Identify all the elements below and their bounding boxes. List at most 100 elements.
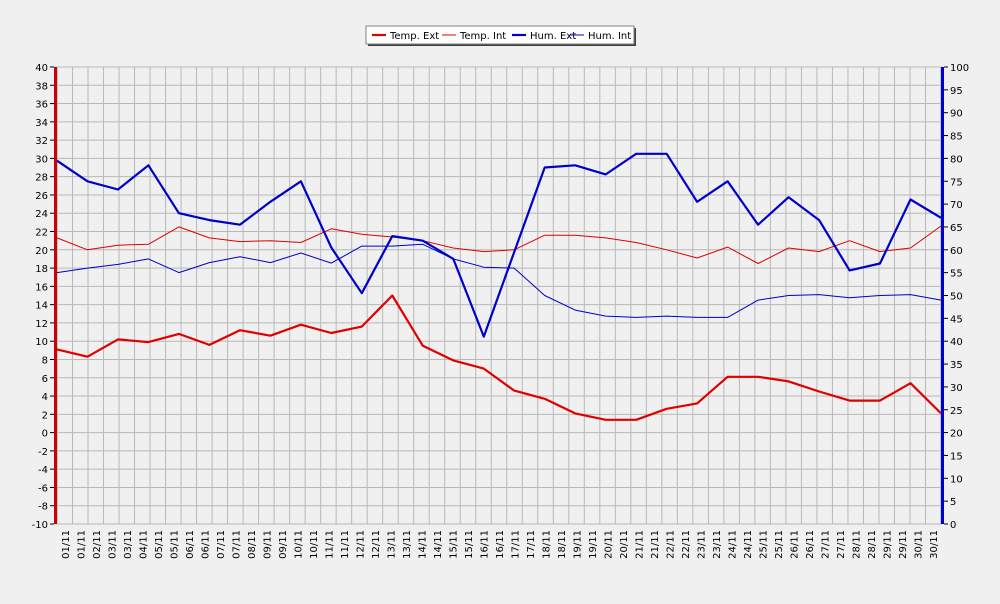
x-axis-tick-label: 01/11 <box>61 530 72 559</box>
x-axis-tick-label: 05/11 <box>154 530 165 559</box>
x-axis-tick-label: 28/11 <box>867 530 878 559</box>
right-axis-tick-label: 70 <box>950 200 963 211</box>
x-axis-tick-label: 30/11 <box>929 530 940 559</box>
right-axis-tick-label: 85 <box>950 132 963 143</box>
left-axis-tick-label: 12 <box>35 319 48 330</box>
x-axis-tick-label: 21/11 <box>650 530 661 559</box>
x-axis-tick-labels: 01/11 01/11 02/11 03/11 03/11 04/11 05/11 05/11… <box>61 530 940 559</box>
x-axis-tick-label: 05/11 <box>169 530 180 559</box>
left-axis-tick-label: -4 <box>38 465 48 476</box>
x-axis-tick-label: 11/11 <box>340 530 351 559</box>
x-axis-tick-label: 09/11 <box>278 530 289 559</box>
x-axis-tick-label: 12/11 <box>371 530 382 559</box>
x-axis-tick-label: 26/11 <box>805 530 816 559</box>
right-axis-tick-label: 10 <box>950 474 963 485</box>
x-axis-tick-label: 13/11 <box>402 530 413 559</box>
left-axis-tick-label: 0 <box>42 429 48 440</box>
right-axis-tick-label: 15 <box>950 451 963 462</box>
x-axis-tick-label: 10/11 <box>293 530 304 559</box>
x-axis-tick-label: 07/11 <box>231 530 242 559</box>
left-axis-tick-label: 18 <box>35 264 48 275</box>
left-axis-tick-labels: -10-8-6-4-202468101214161820222426283032… <box>32 63 54 531</box>
x-axis-tick-label: 11/11 <box>324 530 335 559</box>
left-axis-tick-label: 26 <box>35 191 48 202</box>
right-axis-tick-label: 75 <box>950 177 963 188</box>
left-axis <box>54 67 57 524</box>
right-axis-tick-label: 95 <box>950 86 963 97</box>
left-axis-tick-label: 34 <box>35 118 48 129</box>
x-axis-tick-label: 23/11 <box>697 530 708 559</box>
right-axis <box>941 67 944 524</box>
left-axis-tick-label: 8 <box>42 355 48 366</box>
left-axis-tick-label: 6 <box>42 374 48 385</box>
left-axis-tick-label: -6 <box>38 483 48 494</box>
right-axis-tick-label: 25 <box>950 406 963 417</box>
x-axis-tick-label: 10/11 <box>309 530 320 559</box>
x-axis-tick-label: 19/11 <box>588 530 599 559</box>
x-axis-tick-label: 24/11 <box>728 530 739 559</box>
x-axis-tick-label: 19/11 <box>573 530 584 559</box>
left-axis-tick-label: 28 <box>35 173 48 184</box>
x-axis-tick-label: 13/11 <box>386 530 397 559</box>
x-axis-tick-label: 06/11 <box>200 530 211 559</box>
x-axis-tick-label: 22/11 <box>666 530 677 559</box>
series-line <box>56 152 942 338</box>
x-axis-tick-label: 04/11 <box>138 530 149 559</box>
x-axis-tick-label: 18/11 <box>542 530 553 559</box>
x-axis-tick-label: 21/11 <box>635 530 646 559</box>
left-axis-tick-label: 32 <box>35 136 48 147</box>
right-axis-tick-label: 40 <box>950 337 963 348</box>
legend: Temp. Ext Temp. Int Hum. Ext Hum. Int <box>365 25 636 46</box>
x-axis-tick-label: 15/11 <box>464 530 475 559</box>
legend-box <box>365 25 635 45</box>
x-axis-tick-label: 17/11 <box>511 530 522 559</box>
x-axis-tick-label: 24/11 <box>743 530 754 559</box>
left-axis-tick-label: -2 <box>38 447 48 458</box>
left-axis-tick-label: -10 <box>32 520 48 531</box>
axes <box>54 67 944 524</box>
x-axis-tick-label: 03/11 <box>123 530 134 559</box>
grid-lines <box>57 66 941 525</box>
x-axis-tick-label: 02/11 <box>92 530 103 559</box>
x-axis-tick-label: 30/11 <box>914 530 925 559</box>
left-axis-tick-label: 4 <box>42 392 48 403</box>
x-axis-tick-label: 17/11 <box>526 530 537 559</box>
x-axis-tick-label: 25/11 <box>759 530 770 559</box>
legend-label: Temp. Int <box>459 31 506 42</box>
right-axis-tick-labels: 0 5 10 15 20 25 30 35 40 45 50 55 60 65 70 75 80 85 90 95 10… <box>944 63 969 531</box>
left-axis-tick-label: 2 <box>42 410 48 421</box>
x-axis-tick-label: 08/11 <box>247 530 258 559</box>
right-axis-tick-label: 45 <box>950 314 963 325</box>
x-axis-tick-label: 27/11 <box>836 530 847 559</box>
x-axis-tick-label: 26/11 <box>790 530 801 559</box>
left-axis-tick-label: 14 <box>35 301 48 312</box>
x-axis-tick-label: 06/11 <box>185 530 196 559</box>
left-axis-tick-label: 38 <box>35 81 48 92</box>
x-axis-tick-label: 14/11 <box>418 530 429 559</box>
left-axis-tick-label: 24 <box>35 209 48 220</box>
left-axis-tick-label: 22 <box>35 228 48 239</box>
x-axis-tick-label: 07/11 <box>216 530 227 559</box>
x-axis-tick-label: 22/11 <box>681 530 692 559</box>
x-axis-tick-label: 09/11 <box>262 530 273 559</box>
x-axis-tick-label: 16/11 <box>495 530 506 559</box>
left-axis-tick-label: 36 <box>35 100 48 111</box>
x-axis-tick-label: 29/11 <box>898 530 909 559</box>
series-line <box>56 243 942 318</box>
right-axis-tick-label: 5 <box>950 497 956 508</box>
x-axis-tick-label: 15/11 <box>449 530 460 559</box>
right-axis-tick-label: 100 <box>950 63 969 74</box>
x-axis-tick-label: 28/11 <box>852 530 863 559</box>
x-axis-tick-label: 25/11 <box>774 530 785 559</box>
x-axis-tick-label: 16/11 <box>480 530 491 559</box>
right-axis-tick-label: 60 <box>950 246 963 257</box>
right-axis-tick-label: 90 <box>950 109 963 120</box>
x-axis-tick-label: 14/11 <box>433 530 444 559</box>
right-axis-tick-label: 55 <box>950 269 963 280</box>
legend-label: Hum. Int <box>588 31 631 42</box>
x-axis-tick-label: 20/11 <box>619 530 630 559</box>
left-axis-tick-label: -8 <box>38 502 48 513</box>
right-axis-tick-label: 65 <box>950 223 963 234</box>
